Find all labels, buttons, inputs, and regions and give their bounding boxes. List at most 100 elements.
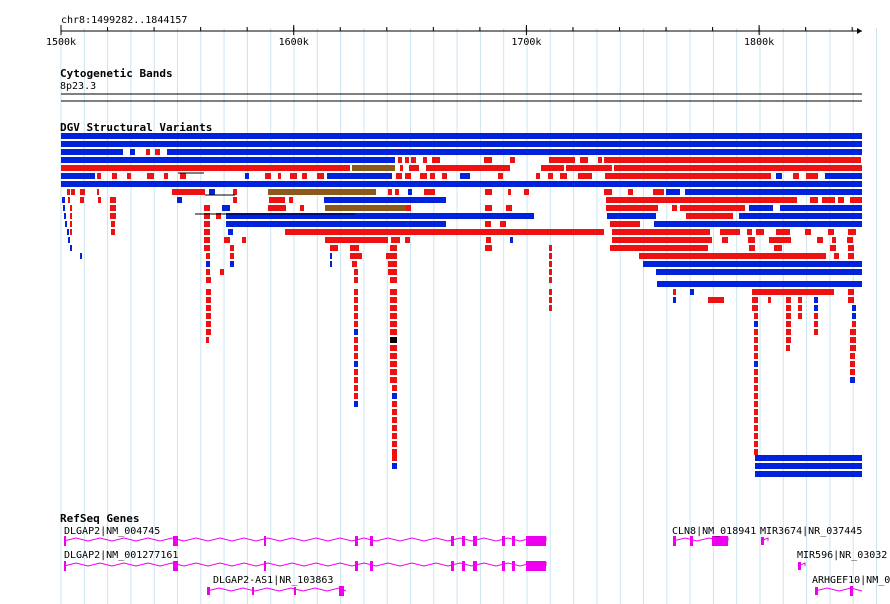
variant-bar	[828, 229, 834, 235]
variant-bar	[61, 165, 350, 171]
gene-intron-line	[63, 561, 547, 567]
coordinate-ruler[interactable]: 1500k 1600k 1700k 1800k	[46, 25, 862, 48]
gene-exon	[264, 536, 266, 546]
variant-bar	[110, 197, 116, 203]
variant-bar	[610, 221, 640, 227]
gene-label-mir596[interactable]: MIR596|NR_03032	[797, 550, 888, 561]
variant-bar	[330, 253, 332, 259]
gene-label-dlgap2-nm004745[interactable]: DLGAP2|NM_004745	[64, 526, 161, 537]
gene-intron-line	[63, 536, 547, 542]
variant-bar	[508, 189, 511, 195]
variant-bar	[423, 157, 427, 163]
variant-bar	[390, 361, 397, 367]
variant-bar	[206, 297, 211, 303]
gene-exon	[512, 536, 515, 546]
variant-bar	[390, 337, 397, 343]
variant-bar	[391, 237, 400, 243]
variant-bar	[484, 157, 492, 163]
variant-bar	[220, 269, 224, 275]
variant-bar	[228, 229, 233, 235]
dgv-track[interactable]	[61, 100, 862, 477]
variant-bar	[177, 197, 182, 203]
variant-bar	[67, 189, 70, 195]
variant-bar	[405, 237, 410, 243]
variant-bar	[61, 133, 862, 139]
variant-bar	[485, 221, 491, 227]
variant-bar	[388, 189, 392, 195]
gene-exon	[462, 536, 465, 546]
gene-exon	[451, 536, 454, 546]
region-label: chr8:1499282..1844157	[61, 15, 188, 26]
gene-exon	[512, 561, 515, 571]
variant-bar	[786, 297, 791, 303]
gene-label-dlgap2-nm001277161[interactable]: DLGAP2|NM_001277161	[64, 550, 179, 561]
variant-bar	[580, 157, 588, 163]
gene-label-arhgef10[interactable]: ARHGEF10|NM_0	[812, 575, 890, 586]
variant-bar	[500, 221, 506, 227]
variant-bar	[62, 197, 65, 203]
variant-bar	[147, 173, 154, 179]
variant-bar	[204, 245, 210, 251]
variant-bar	[354, 337, 358, 343]
refseq-track-title[interactable]: RefSeq Genes	[60, 512, 140, 525]
gene-label-cln8[interactable]: CLN8|NM_018941	[672, 526, 757, 537]
variant-bar	[130, 149, 135, 155]
variant-bar	[680, 205, 745, 211]
gene-exon	[451, 561, 454, 571]
gene-exon	[502, 561, 505, 571]
variant-bar	[774, 245, 782, 251]
variant-bar	[354, 321, 358, 327]
cytoband-track[interactable]	[61, 93, 862, 102]
variant-bar	[747, 229, 752, 235]
variant-bar	[754, 353, 758, 359]
variant-bar	[98, 197, 101, 203]
gene-label-dlgap2-as1[interactable]: DLGAP2-AS1|NR_103863	[213, 575, 334, 586]
variant-bar	[206, 337, 209, 343]
variant-bar	[786, 329, 791, 335]
variant-bar	[814, 297, 818, 303]
cytoband-track-title[interactable]: Cytogenetic Bands	[60, 67, 173, 80]
variant-bar	[398, 157, 402, 163]
variant-bar	[848, 245, 854, 251]
variant-bar	[754, 321, 758, 327]
variant-bar	[549, 269, 552, 275]
variant-bar	[233, 197, 237, 203]
variant-bar	[786, 313, 791, 319]
variant-bar	[209, 189, 215, 195]
variant-bar	[354, 385, 358, 391]
variant-bar	[390, 369, 397, 375]
variant-bar	[852, 321, 856, 327]
variant-bar	[411, 157, 416, 163]
variant-bar	[206, 269, 210, 275]
variant-bar	[354, 277, 358, 283]
variant-bar	[65, 221, 67, 227]
dgv-track-title[interactable]: DGV Structural Variants	[60, 121, 213, 134]
variant-bar	[739, 213, 862, 219]
variant-bar	[230, 253, 234, 259]
variant-bar	[850, 361, 855, 367]
variant-bar	[754, 417, 758, 423]
variant-bar	[838, 197, 844, 203]
variant-bar	[814, 313, 818, 319]
variant-bar	[289, 197, 293, 203]
variant-bar	[754, 377, 758, 383]
variant-bar	[390, 245, 397, 251]
variant-bar	[216, 213, 221, 219]
variant-bar	[754, 409, 758, 415]
variant-bar	[324, 197, 446, 203]
variant-bar	[850, 369, 855, 375]
gene-exon	[673, 536, 676, 546]
gene-exon	[370, 536, 373, 546]
variant-bar	[485, 245, 492, 251]
variant-bar	[850, 345, 856, 351]
variant-bar	[230, 245, 234, 251]
variant-bar	[510, 237, 513, 243]
refseq-track[interactable]	[63, 536, 863, 596]
variant-bar	[656, 269, 862, 275]
variant-bar	[722, 237, 728, 243]
variant-bar	[317, 173, 324, 179]
gene-label-mir3674[interactable]: MIR3674|NR_037445	[760, 526, 863, 537]
variant-bar	[848, 297, 854, 303]
variant-bar	[352, 261, 357, 267]
